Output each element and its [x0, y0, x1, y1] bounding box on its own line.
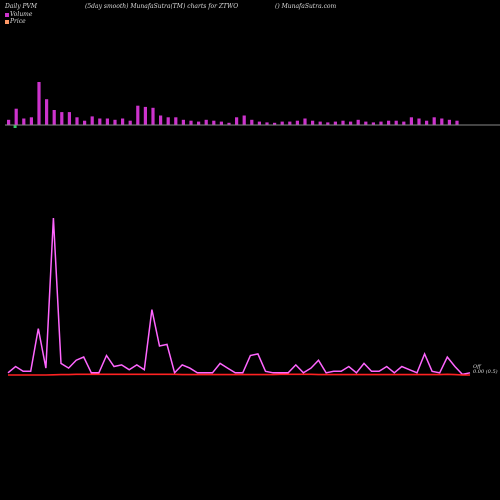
volume-bar	[356, 119, 360, 125]
volume-bar	[341, 120, 345, 125]
volume-bar	[212, 120, 216, 125]
legend-price-swatch	[5, 19, 9, 24]
legend-volume: Volume	[5, 11, 32, 18]
volume-bar	[136, 105, 140, 126]
volume-bar	[174, 117, 178, 125]
volume-bar	[318, 121, 322, 125]
volume-bars	[7, 82, 459, 128]
volume-bar	[265, 122, 269, 125]
volume-bar	[67, 112, 71, 125]
volume-bar	[121, 118, 125, 125]
volume-bar	[128, 120, 132, 125]
volume-bar	[394, 120, 398, 125]
volume-bar	[432, 117, 436, 125]
volume-bar	[257, 121, 261, 125]
legend-volume-swatch	[5, 12, 9, 17]
volume-bar	[295, 120, 299, 125]
volume-bar-down	[13, 125, 17, 128]
volume-bar	[402, 121, 406, 125]
volume-bar	[204, 119, 208, 125]
volume-bar	[379, 121, 383, 125]
volume-bar	[7, 119, 11, 125]
last-value-line1: Off	[473, 364, 481, 370]
volume-bar	[371, 122, 375, 125]
volume-line	[7, 217, 471, 376]
volume-bar	[75, 117, 79, 125]
volume-bar	[455, 120, 459, 125]
volume-bar	[45, 99, 49, 125]
chart-header-right: () MunafaSutra.com	[275, 3, 337, 10]
volume-bar	[280, 121, 284, 125]
legend-price: Price	[5, 18, 26, 25]
volume-bar	[166, 117, 170, 125]
legend-volume-label: Volume	[10, 11, 33, 18]
series-lines	[7, 217, 471, 376]
volume-bar	[227, 122, 231, 125]
volume-bar	[22, 118, 26, 125]
volume-bar	[349, 121, 353, 125]
volume-bar	[105, 118, 109, 125]
volume-bar	[242, 115, 246, 125]
volume-bar	[409, 117, 413, 125]
volume-bar	[235, 117, 239, 125]
volume-bar	[113, 119, 117, 125]
volume-bar	[37, 82, 41, 125]
volume-bar	[387, 120, 391, 125]
legend-price-label: Price	[10, 18, 26, 25]
volume-bar	[29, 117, 33, 125]
last-value-label: Off 0.00 (0.5)	[473, 365, 498, 375]
volume-bar	[288, 121, 292, 125]
last-value-line2: 0.00 (0.5)	[473, 369, 498, 375]
volume-bar	[83, 120, 87, 125]
volume-bar	[151, 107, 155, 125]
volume-bar	[60, 112, 64, 125]
volume-bar	[98, 118, 102, 125]
volume-bar	[425, 120, 429, 125]
volume-bar	[181, 119, 185, 125]
volume-bar	[14, 108, 18, 125]
volume-bar	[250, 119, 254, 125]
price-line	[8, 373, 470, 376]
volume-bar	[311, 120, 315, 125]
volume-bar	[447, 119, 451, 125]
volume-bar	[159, 115, 163, 125]
volume-bar	[273, 122, 277, 125]
volume-bar	[197, 121, 201, 125]
chart-header-center: (5day smooth) MunafaSutra(TM) charts for…	[85, 3, 239, 10]
volume-bar	[189, 120, 193, 125]
volume-bar	[52, 110, 56, 125]
chart-header-left: Daily PVM	[5, 3, 38, 10]
volume-bar	[326, 122, 330, 125]
volume-bar	[219, 121, 223, 125]
volume-bar	[364, 121, 368, 125]
volume-bar	[303, 118, 307, 125]
volume-bar	[440, 118, 444, 125]
volume-bar	[90, 116, 94, 125]
volume-bar	[417, 118, 421, 125]
volume-bar	[143, 106, 147, 125]
volume-bar	[333, 121, 337, 125]
